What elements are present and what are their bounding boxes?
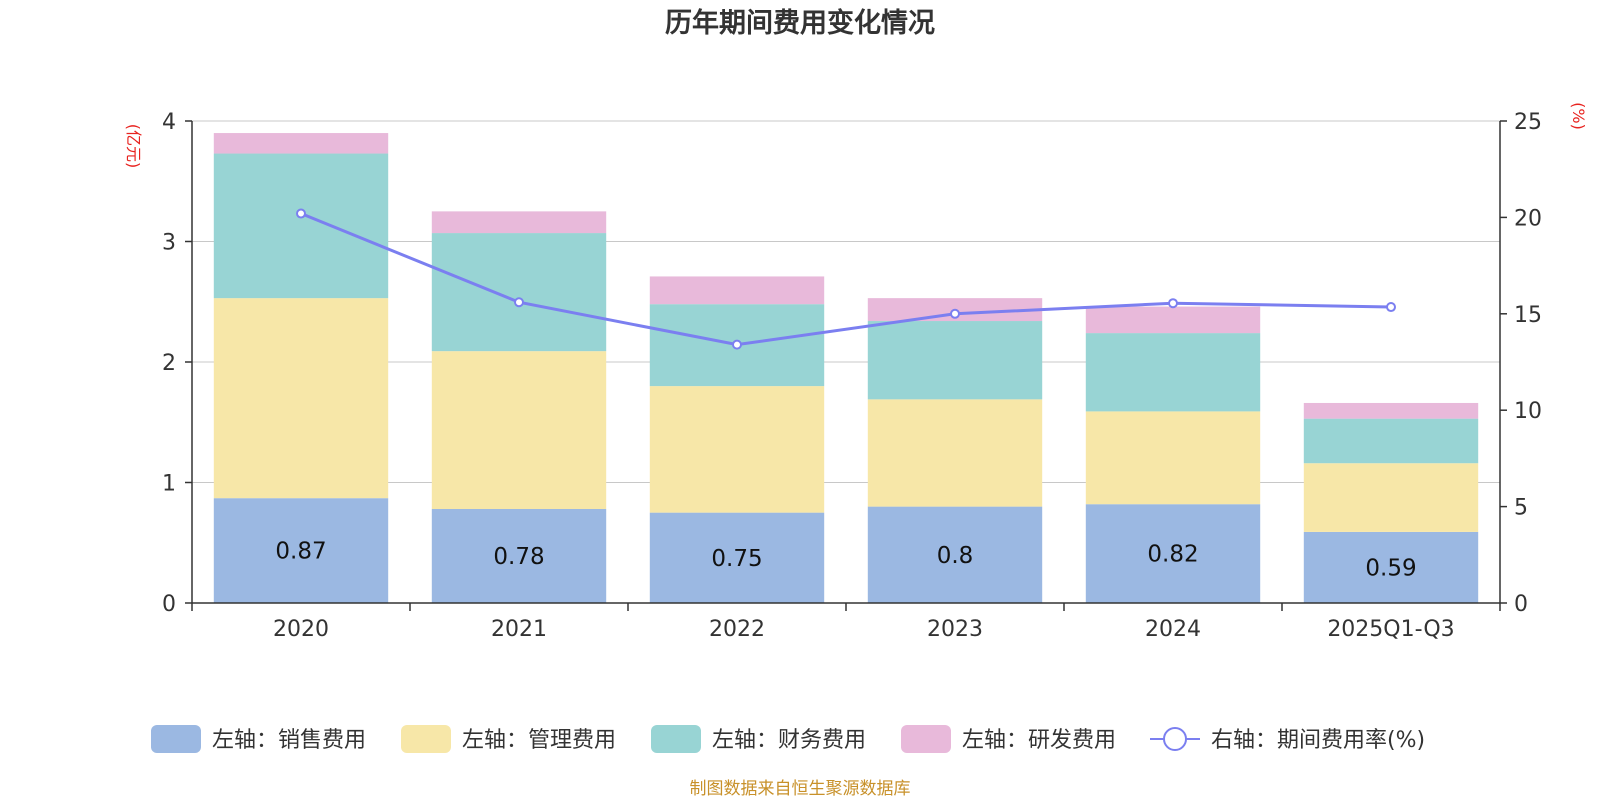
bar-3 (213, 153, 389, 299)
x-axis-tick-label: 2025Q1-Q3 (1327, 617, 1454, 642)
bar-1 (649, 512, 825, 603)
left-axis-tick-label: 3 (162, 231, 176, 256)
bar-1 (1085, 504, 1261, 603)
bar-data-label: 0.87 (275, 539, 326, 565)
bar-2 (867, 399, 1043, 507)
right-axis-tick-label: 10 (1514, 399, 1542, 424)
bar-2 (1085, 411, 1261, 505)
source-note: 制图数据来自恒生聚源数据库 (690, 779, 911, 799)
left-axis-tick-label: 2 (162, 351, 176, 376)
legend-swatch (901, 725, 951, 753)
line-layer (296, 208, 1396, 350)
x-axis-tick-label: 2024 (1145, 617, 1201, 642)
bar-4 (649, 276, 825, 305)
expense-rate-point (732, 339, 742, 350)
bar-1 (431, 509, 607, 603)
expense-rate-point (950, 308, 960, 319)
legend-swatch (401, 725, 451, 753)
bar-data-label: 0.82 (1147, 542, 1198, 568)
bar-4 (213, 133, 389, 154)
legend: 左轴：销售费用 左轴：管理费用 左轴：财务费用 左轴：研发费用 右轴：期间费用率(%) (151, 725, 1425, 753)
left-axis-tick-label: 0 (162, 592, 176, 617)
legend-label: 左轴：管理费用 (462, 728, 616, 753)
right-axis-tick-label: 20 (1514, 206, 1542, 231)
grid-layer (192, 120, 1500, 483)
bars-layer: 0.87 0.78 0.75 0.8 0.82 0.59 (213, 133, 1479, 603)
bar-2 (1303, 463, 1479, 532)
bar-3 (1085, 333, 1261, 412)
legend-label: 左轴：研发费用 (962, 728, 1116, 753)
x-axis-tick-label: 2021 (491, 617, 547, 642)
right-axis-tick-label: 5 (1514, 496, 1528, 521)
bar-1 (213, 498, 389, 603)
right-axis-unit-label: (%) (1569, 102, 1588, 130)
legend-label: 左轴：销售费用 (212, 728, 366, 753)
bar-4 (1085, 306, 1261, 334)
x-axis-tick-label: 2020 (273, 617, 329, 642)
axis-layer: 0 1 2 3 4 0 5 10 15 20 25 2020 2021 2022 2023 2024 2025Q… (162, 110, 1542, 642)
bar-1 (867, 506, 1043, 603)
x-axis-tick-label: 2023 (927, 617, 983, 642)
bar-4 (431, 211, 607, 234)
expense-rate-point (514, 297, 524, 308)
expense-rate-point (296, 208, 306, 219)
bar-2 (649, 386, 825, 513)
bar-data-label: 0.8 (937, 543, 974, 569)
legend-label: 左轴：财务费用 (712, 728, 866, 753)
bar-data-label: 0.78 (493, 544, 544, 570)
right-axis-tick-label: 15 (1514, 303, 1542, 328)
legend-swatch-marker (1163, 727, 1187, 751)
right-axis-tick-label: 25 (1514, 110, 1542, 135)
expense-rate-point (1168, 298, 1178, 309)
bar-2 (213, 298, 389, 499)
legend-swatch (651, 725, 701, 753)
bar-3 (1303, 418, 1479, 464)
bar-2 (431, 351, 607, 510)
left-axis-tick-label: 4 (162, 110, 176, 135)
chart-title: 历年期间费用变化情况 (665, 7, 935, 39)
expense-rate-point (1386, 302, 1396, 313)
x-axis-tick-label: 2022 (709, 617, 765, 642)
expense-rate-line (300, 212, 1392, 347)
legend-label: 右轴：期间费用率(%) (1211, 728, 1425, 753)
bar-1 (1303, 531, 1479, 603)
bar-data-label: 0.59 (1365, 555, 1416, 581)
left-axis-tick-label: 1 (162, 472, 176, 497)
bar-data-label: 0.75 (711, 546, 762, 572)
bar-3 (431, 233, 607, 352)
legend-swatch (151, 725, 201, 753)
left-axis-unit-label: (亿元) (124, 124, 143, 169)
bar-3 (867, 321, 1043, 400)
bar-4 (1303, 402, 1479, 419)
right-axis-tick-label: 0 (1514, 592, 1528, 617)
